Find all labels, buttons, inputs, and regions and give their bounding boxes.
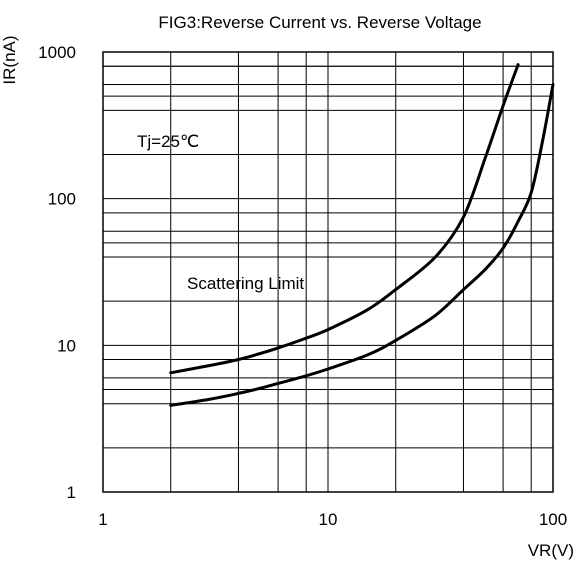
- x-tick-label: 10: [319, 510, 338, 529]
- grid: [103, 52, 553, 492]
- series-line-2: [169, 83, 555, 407]
- y-axis-title: IR(nA): [0, 35, 19, 84]
- series-line-1: [169, 63, 520, 375]
- y-tick-label: 1000: [38, 43, 76, 62]
- x-axis-title: VR(V): [528, 541, 574, 560]
- y-tick-label: 1: [67, 483, 76, 502]
- annotation-scattering-limit: Scattering Limit: [187, 274, 304, 293]
- x-tick-label: 1: [98, 510, 107, 529]
- y-tick-label: 10: [57, 336, 76, 355]
- plot-frame: [102, 51, 554, 493]
- chart-title: FIG3:Reverse Current vs. Reverse Voltage: [158, 13, 481, 32]
- tick-labels: 1 10 100 1000 100 10 1: [38, 43, 567, 529]
- annotation-temperature: Tj=25℃: [137, 132, 199, 151]
- y-tick-label: 100: [48, 190, 76, 209]
- x-tick-label: 100: [539, 510, 567, 529]
- series-group: [169, 63, 555, 407]
